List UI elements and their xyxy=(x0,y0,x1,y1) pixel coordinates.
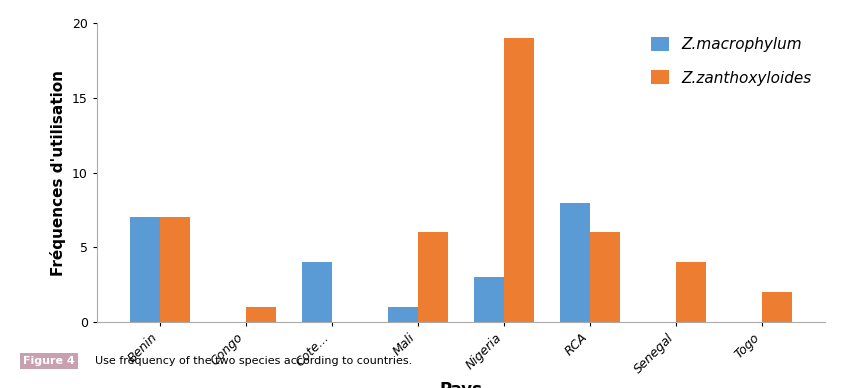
Bar xyxy=(504,38,534,322)
Bar xyxy=(388,307,418,322)
X-axis label: Pays: Pays xyxy=(440,381,482,388)
Bar xyxy=(130,217,160,322)
Bar xyxy=(590,232,620,322)
Bar xyxy=(560,203,590,322)
Bar xyxy=(160,217,190,322)
Bar xyxy=(246,307,276,322)
Bar xyxy=(762,292,792,322)
Bar xyxy=(418,232,448,322)
Y-axis label: Fréquences d'utilisation: Fréquences d'utilisation xyxy=(51,70,67,275)
Bar xyxy=(676,262,706,322)
Text: Use frequency of the two species according to countries.: Use frequency of the two species accordi… xyxy=(95,356,413,366)
Text: Figure 4: Figure 4 xyxy=(24,356,75,366)
Legend: Z.macrophylum, Z.zanthoxyloides: Z.macrophylum, Z.zanthoxyloides xyxy=(644,31,818,92)
Bar xyxy=(474,277,504,322)
Bar xyxy=(302,262,332,322)
